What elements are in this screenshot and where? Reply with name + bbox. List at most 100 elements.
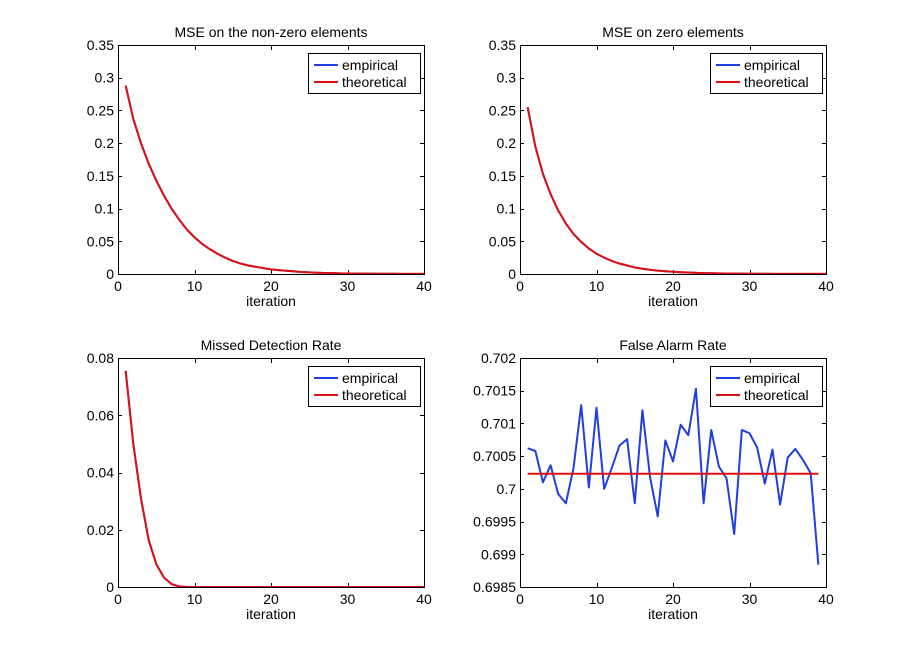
data-point-theoretical — [733, 473, 735, 475]
data-point-empirical — [527, 447, 529, 449]
subplot-4: 0 10 20 30 40 0.6985 0.699 0.6995 0.7 0.7005 0.701… — [473, 337, 834, 622]
y-tick-label: 0.7 — [497, 481, 517, 497]
data-point-empirical — [618, 445, 620, 447]
y-tick-label: 0.15 — [489, 168, 516, 184]
y-tick-label: 0.06 — [87, 407, 114, 423]
data-point-theoretical — [565, 473, 567, 475]
axes-frame — [118, 45, 425, 275]
y-tick-label: 0.2 — [95, 135, 115, 151]
legend-label-theoretical: theoretical — [342, 74, 407, 90]
data-point-empirical — [802, 459, 804, 461]
x-tick-label: 0 — [516, 591, 524, 607]
legend-box — [710, 53, 823, 94]
data-point-theoretical — [285, 270, 287, 272]
data-point-theoretical — [550, 473, 552, 475]
series-line-theoretical — [124, 370, 424, 587]
data-point-theoretical — [596, 473, 598, 475]
data-point-empirical — [588, 487, 590, 489]
x-tick-label: 0 — [114, 591, 122, 607]
data-point-theoretical — [680, 271, 682, 273]
x-tick-label: 30 — [340, 591, 356, 607]
data-point-theoretical — [749, 473, 751, 475]
data-point-empirical — [703, 502, 705, 504]
data-point-theoretical — [527, 473, 529, 475]
y-tick-label: 0.05 — [489, 233, 516, 249]
data-point-theoretical — [148, 162, 150, 164]
data-point-theoretical — [201, 243, 203, 245]
data-point-empirical — [565, 502, 567, 504]
data-point-theoretical — [580, 241, 582, 243]
data-point-empirical — [634, 502, 636, 504]
data-point-empirical — [580, 404, 582, 406]
y-tick-label: 0 — [106, 579, 114, 595]
legend-box — [308, 366, 421, 407]
data-point-empirical — [542, 481, 544, 483]
y-tick-label: 0.25 — [489, 102, 516, 118]
x-tick-label: 20 — [263, 278, 279, 294]
data-point-theoretical — [293, 270, 295, 272]
subplot-title: False Alarm Rate — [619, 337, 727, 353]
data-point-theoretical — [247, 264, 249, 266]
y-tick-label: 0 — [508, 266, 516, 282]
data-point-empirical — [787, 456, 789, 458]
data-point-theoretical — [324, 272, 326, 274]
data-point-theoretical — [542, 473, 544, 475]
x-tick-label: 40 — [818, 278, 834, 294]
subplot-3: 0 10 20 30 40 0 0.02 0.04 0.06 0.08 Missed Detecti… — [87, 337, 432, 622]
y-tick-label: 0.25 — [87, 102, 114, 118]
data-point-empirical — [641, 409, 643, 411]
legend-label-theoretical: theoretical — [342, 387, 407, 403]
data-point-theoretical — [611, 473, 613, 475]
data-point-theoretical — [664, 473, 666, 475]
data-point-theoretical — [626, 264, 628, 266]
x-tick-label: 40 — [818, 591, 834, 607]
data-point-empirical — [626, 438, 628, 440]
y-tick-label: 0.701 — [481, 415, 516, 431]
y-tick-label: 0.35 — [87, 37, 114, 53]
data-point-theoretical — [596, 253, 598, 255]
data-point-theoretical — [308, 271, 310, 273]
data-point-theoretical — [626, 473, 628, 475]
data-point-theoretical — [148, 539, 150, 541]
data-point-theoretical — [163, 194, 165, 196]
y-tick-label: 0.3 — [497, 70, 517, 86]
data-point-theoretical — [550, 193, 552, 195]
subplot-2: 0 10 20 30 40 0 0.05 0.1 0.15 0.2 0.25 0.3 0.35 MSE o… — [489, 24, 834, 309]
y-tick-label: 0 — [106, 266, 114, 282]
y-tick-label: 0.3 — [95, 70, 115, 86]
data-point-theoretical — [664, 270, 666, 272]
series-theoretical — [526, 106, 826, 274]
data-point-theoretical — [534, 473, 536, 475]
data-point-empirical — [794, 448, 796, 450]
data-point-theoretical — [779, 473, 781, 475]
data-point-theoretical — [672, 473, 674, 475]
legend-label-theoretical: theoretical — [744, 74, 809, 90]
data-point-theoretical — [125, 85, 127, 87]
data-point-theoretical — [316, 272, 318, 274]
data-point-theoretical — [232, 260, 234, 262]
data-point-empirical — [550, 464, 552, 466]
data-point-theoretical — [726, 473, 728, 475]
data-point-theoretical — [787, 473, 789, 475]
data-point-theoretical — [270, 268, 272, 270]
y-tick-label: 0.02 — [87, 522, 114, 538]
data-point-theoretical — [171, 208, 173, 210]
x-tick-label: 10 — [187, 278, 203, 294]
data-point-theoretical — [262, 267, 264, 269]
y-tick-label: 0.04 — [87, 465, 114, 481]
data-point-theoretical — [657, 270, 659, 272]
data-point-empirical — [664, 439, 666, 441]
data-point-theoretical — [140, 142, 142, 144]
legend-label-empirical: empirical — [744, 57, 800, 73]
legend-label-empirical: empirical — [342, 57, 398, 73]
data-point-theoretical — [534, 145, 536, 147]
data-point-theoretical — [573, 233, 575, 235]
data-point-theoretical — [687, 473, 689, 475]
data-point-theoretical — [649, 473, 651, 475]
data-point-empirical — [672, 460, 674, 462]
data-point-theoretical — [542, 173, 544, 175]
subplot-title: Missed Detection Rate — [201, 337, 342, 353]
data-point-theoretical — [140, 497, 142, 499]
